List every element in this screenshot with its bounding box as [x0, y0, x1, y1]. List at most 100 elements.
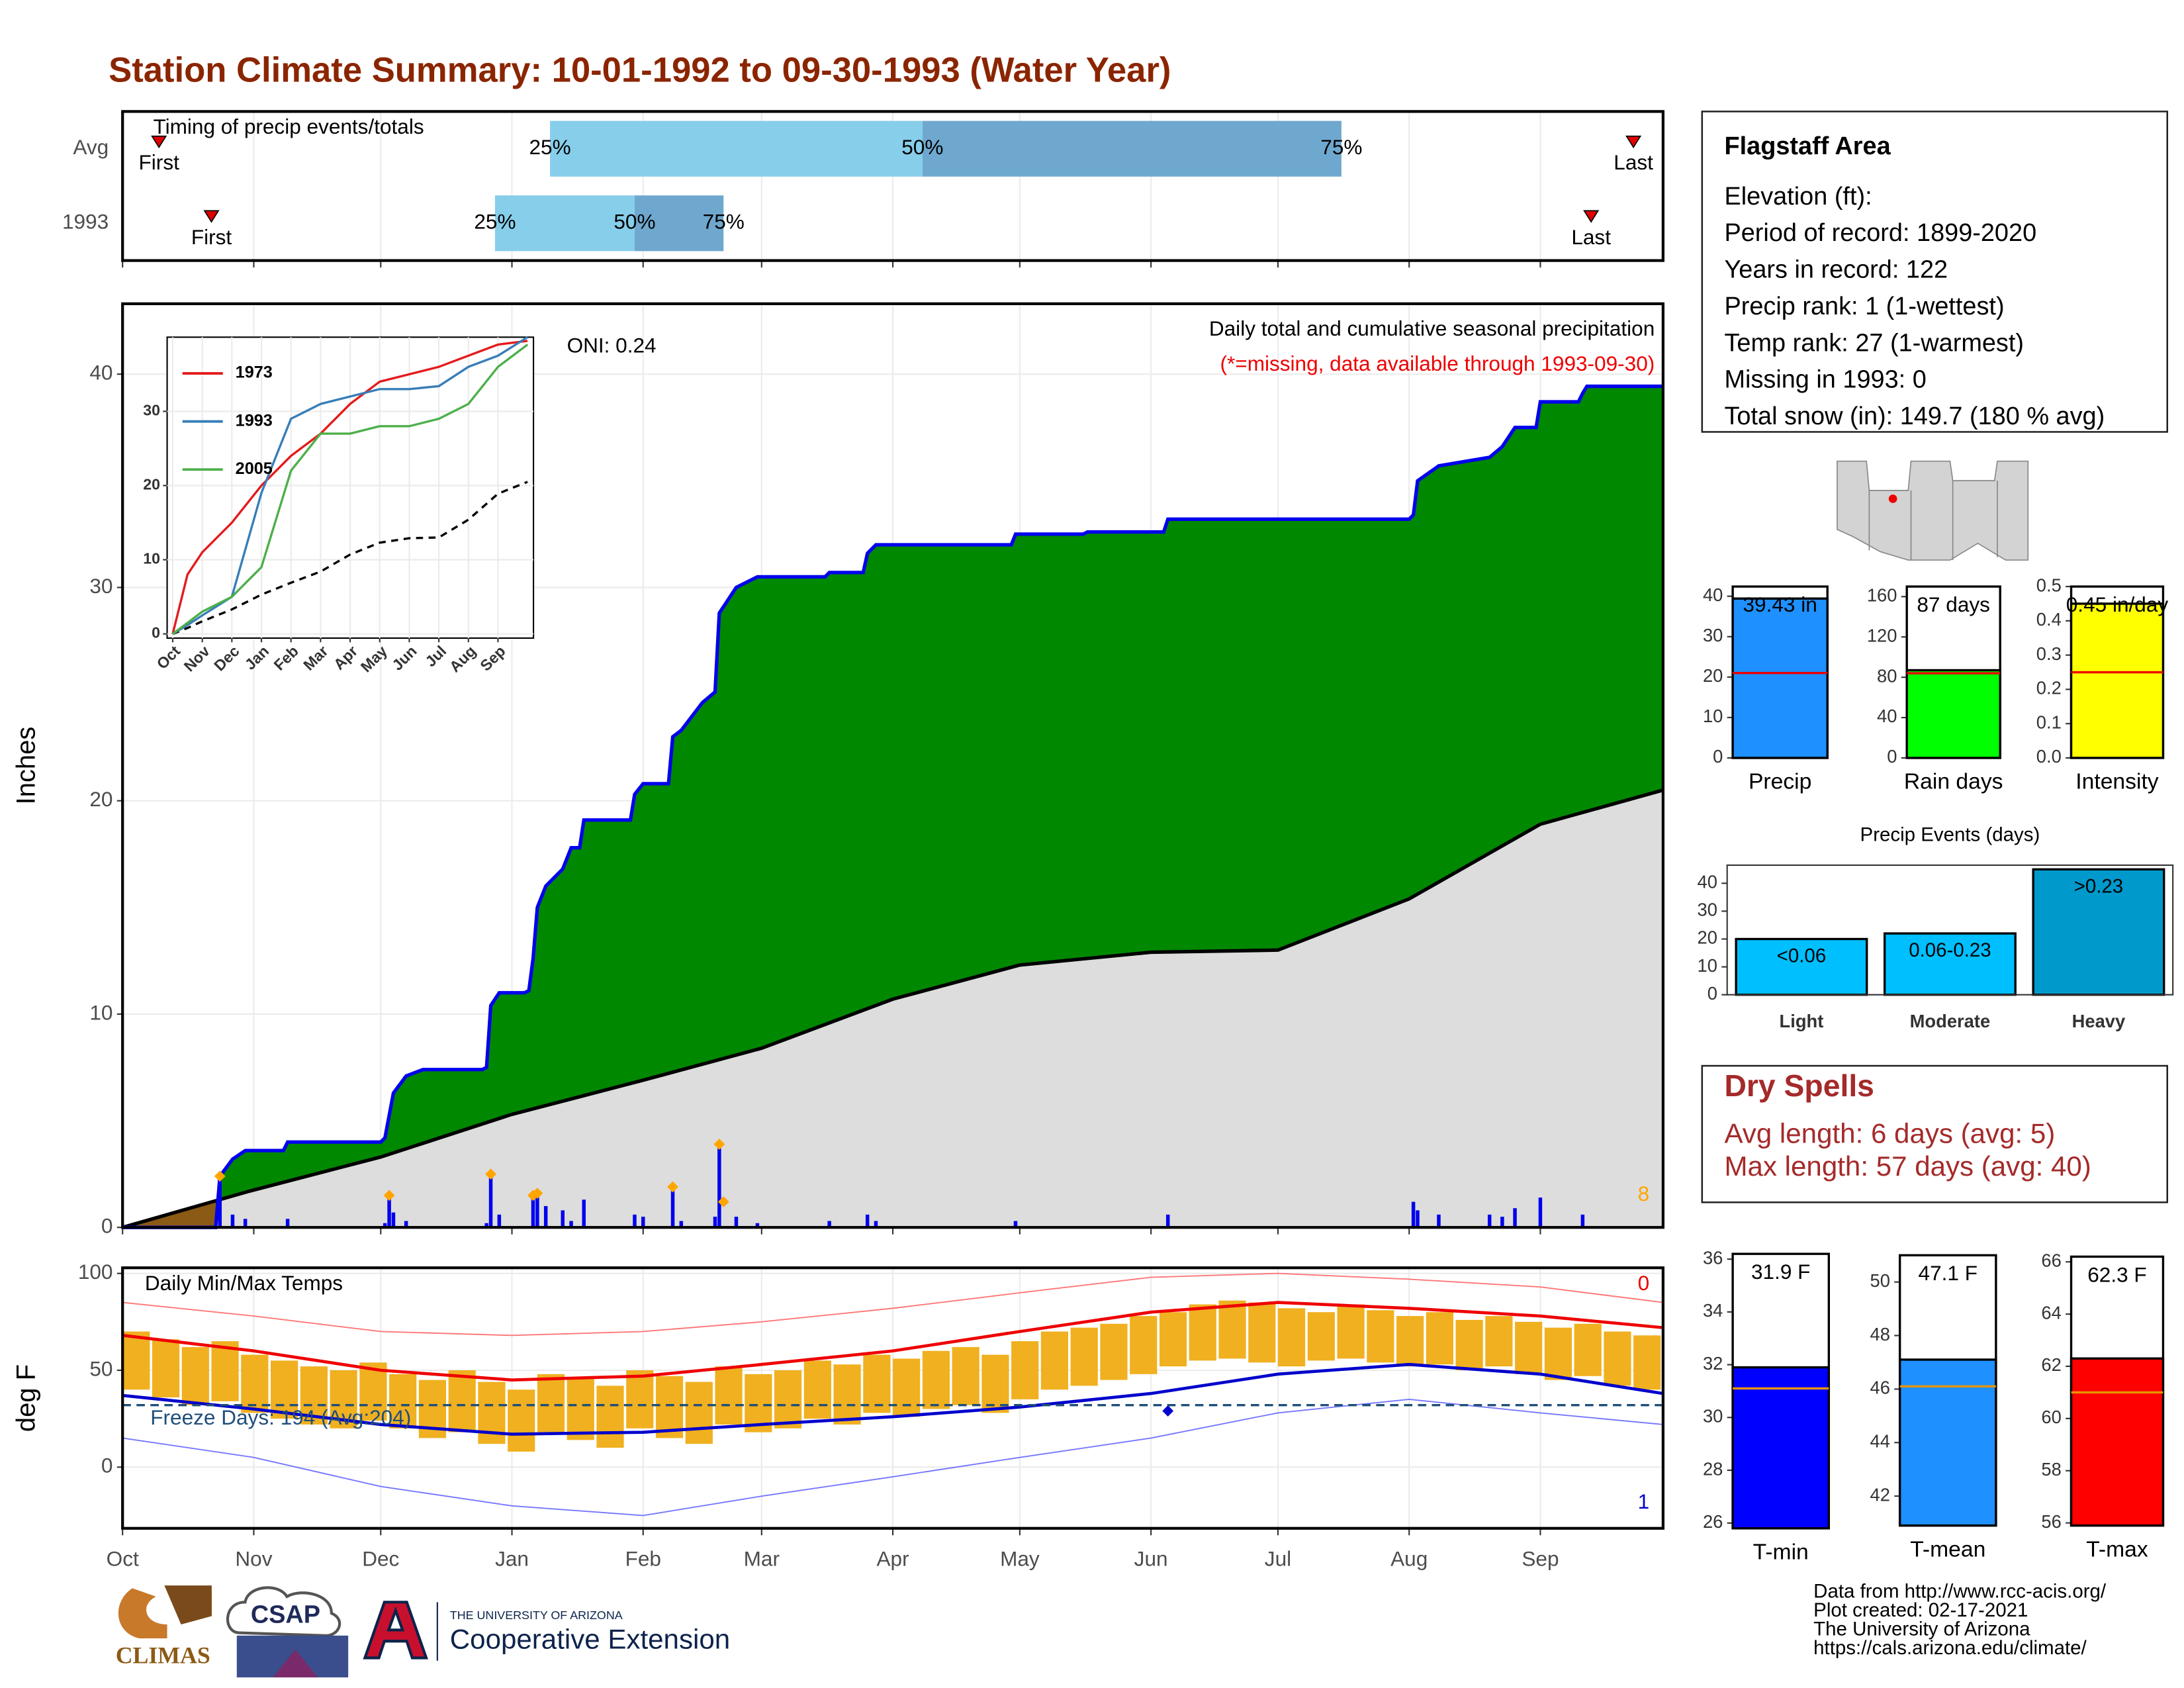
x-tick-label: Mar: [744, 1547, 780, 1571]
event-label: First: [191, 225, 232, 249]
x-tick-label: Jun: [1134, 1547, 1168, 1571]
temp-range-bar: [1485, 1316, 1513, 1367]
legend-label: 2005: [236, 459, 273, 478]
y-tick-label: 0.5: [2036, 575, 2062, 595]
value-label-box: 31.9 F: [1751, 1261, 1811, 1285]
y-tick-label: 42: [1870, 1484, 1890, 1505]
y-tick-label: 66: [2041, 1250, 2061, 1270]
temp-range-bar: [745, 1374, 772, 1432]
info-line: Precip rank: 1 (1-wettest): [1724, 293, 2004, 320]
temp-range-bar: [774, 1370, 802, 1429]
temp-range-bar: [1604, 1331, 1631, 1386]
footer-line: The University of Arizona: [1813, 1618, 2030, 1640]
chart-title: Timing of precip events/totals: [154, 115, 424, 138]
y-tick-label: 30: [1703, 1406, 1723, 1427]
y-tick-label: 40: [1698, 872, 1717, 892]
info-title: Flagstaff Area: [1724, 132, 1891, 160]
info-line: Period of record: 1899-2020: [1724, 219, 2036, 247]
bin-label: <0.06: [1777, 945, 1827, 967]
y-tick-label: 120: [1867, 625, 1897, 645]
y-tick-label: 10: [1698, 955, 1717, 976]
daily-bar: [404, 1221, 408, 1228]
y-tick-label: 80: [1877, 665, 1897, 686]
bin-label: 0.06-0.23: [1909, 939, 1991, 961]
temp-range-bar: [181, 1346, 209, 1405]
temp-range-bar: [715, 1366, 743, 1425]
y-tick-label: 46: [1870, 1378, 1890, 1398]
daily-bar: [391, 1212, 396, 1228]
x-tick-label: Nov: [235, 1547, 272, 1571]
event-marker: [1583, 210, 1600, 223]
y-tick-label: 160: [1867, 585, 1897, 606]
temp-range-bar: [1515, 1321, 1543, 1374]
value-label: 62.3 F: [2087, 1263, 2147, 1288]
daily-bar: [633, 1214, 637, 1228]
ua-logo-text: THE UNIVERSITY OF ARIZONA: [450, 1609, 623, 1622]
record-count: 8: [1638, 1182, 1650, 1205]
temp-range-bar: [122, 1331, 150, 1390]
legend-label: 1973: [236, 363, 273, 382]
daily-bar: [1513, 1208, 1517, 1228]
percentile-label: 25%: [529, 135, 571, 159]
daily-bar: [285, 1219, 290, 1228]
y-axis-label: deg F: [12, 1364, 41, 1432]
y-tick-label: 30: [1698, 900, 1717, 920]
event-marker: [1625, 135, 1642, 149]
timing-bar: [550, 120, 923, 177]
info-lines: Elevation (ft): Period of record: 1899-20…: [1724, 183, 2105, 430]
value-label-box: 47.1 F: [1919, 1262, 1978, 1286]
category-label: Rain days: [1904, 770, 2003, 794]
dry-spell-line: Avg length: 6 days (avg: 5): [1724, 1117, 2055, 1149]
y-tick-label: 50: [1870, 1270, 1890, 1291]
y-tick-label: 64: [2041, 1302, 2061, 1323]
y-tick-label: 30: [89, 574, 113, 598]
y-tick-label: 1993: [62, 210, 109, 234]
temp-range-bar: [389, 1374, 417, 1429]
temp-range-bar: [1130, 1316, 1158, 1374]
bar: [1905, 669, 2001, 759]
value-label: 39.43 in: [1743, 593, 1817, 618]
record-marker: [214, 1170, 226, 1182]
daily-bar: [1437, 1214, 1441, 1228]
y-tick-label: 0.4: [2036, 609, 2062, 630]
y-tick-label: 10: [143, 550, 160, 567]
temp-range-bar: [803, 1360, 831, 1419]
dry-spell-line: Max length: 57 days (avg: 40): [1724, 1150, 2091, 1182]
daily-bar: [717, 1148, 721, 1228]
timing-bar: [922, 120, 1342, 177]
event-label: Last: [1571, 225, 1611, 249]
daily-bar: [641, 1217, 645, 1228]
daily-bar: [488, 1176, 493, 1228]
temp-range-bar: [1189, 1304, 1216, 1361]
timing-bar: [634, 195, 724, 252]
cumulative-line: [122, 384, 1663, 1229]
temp-range-bar: [833, 1364, 861, 1425]
y-tick-label: 10: [89, 1000, 113, 1024]
daily-bar: [755, 1223, 760, 1228]
temp-range-bar: [1455, 1319, 1483, 1371]
page-title: Station Climate Summary: 10-01-1992 to 0…: [109, 50, 1171, 89]
temp-range-bar: [626, 1370, 654, 1429]
daily-bar: [713, 1217, 717, 1228]
daily-bar: [670, 1191, 675, 1228]
temp-range-bar: [241, 1354, 269, 1413]
footer-line: Data from http://www.rcc-acis.org/: [1813, 1580, 2107, 1602]
record-high-count: 0: [1638, 1271, 1650, 1295]
daily-bar: [734, 1217, 739, 1228]
y-tick-label: 30: [1703, 625, 1723, 645]
record-marker: [717, 1196, 729, 1207]
logos: CLIMAS CSAP THE UNIVERSITY OF ARIZONA Co…: [116, 1585, 730, 1677]
daily-bar: [1165, 1214, 1170, 1228]
y-tick-label: 0: [101, 1454, 113, 1477]
avg-max-line: [122, 1301, 1664, 1382]
daily-bar: [230, 1214, 235, 1228]
x-tick-label: Apr: [876, 1547, 909, 1571]
event-label: First: [139, 150, 180, 174]
temp-range-bar: [981, 1354, 1009, 1413]
x-tick-label: Sep: [1522, 1547, 1559, 1571]
daily-bar: [1411, 1201, 1416, 1228]
climas-emblem: [118, 1588, 167, 1639]
percentile-label: 50%: [901, 135, 943, 159]
x-tick-label: Oct: [107, 1547, 139, 1571]
event-label: Last: [1614, 150, 1653, 174]
